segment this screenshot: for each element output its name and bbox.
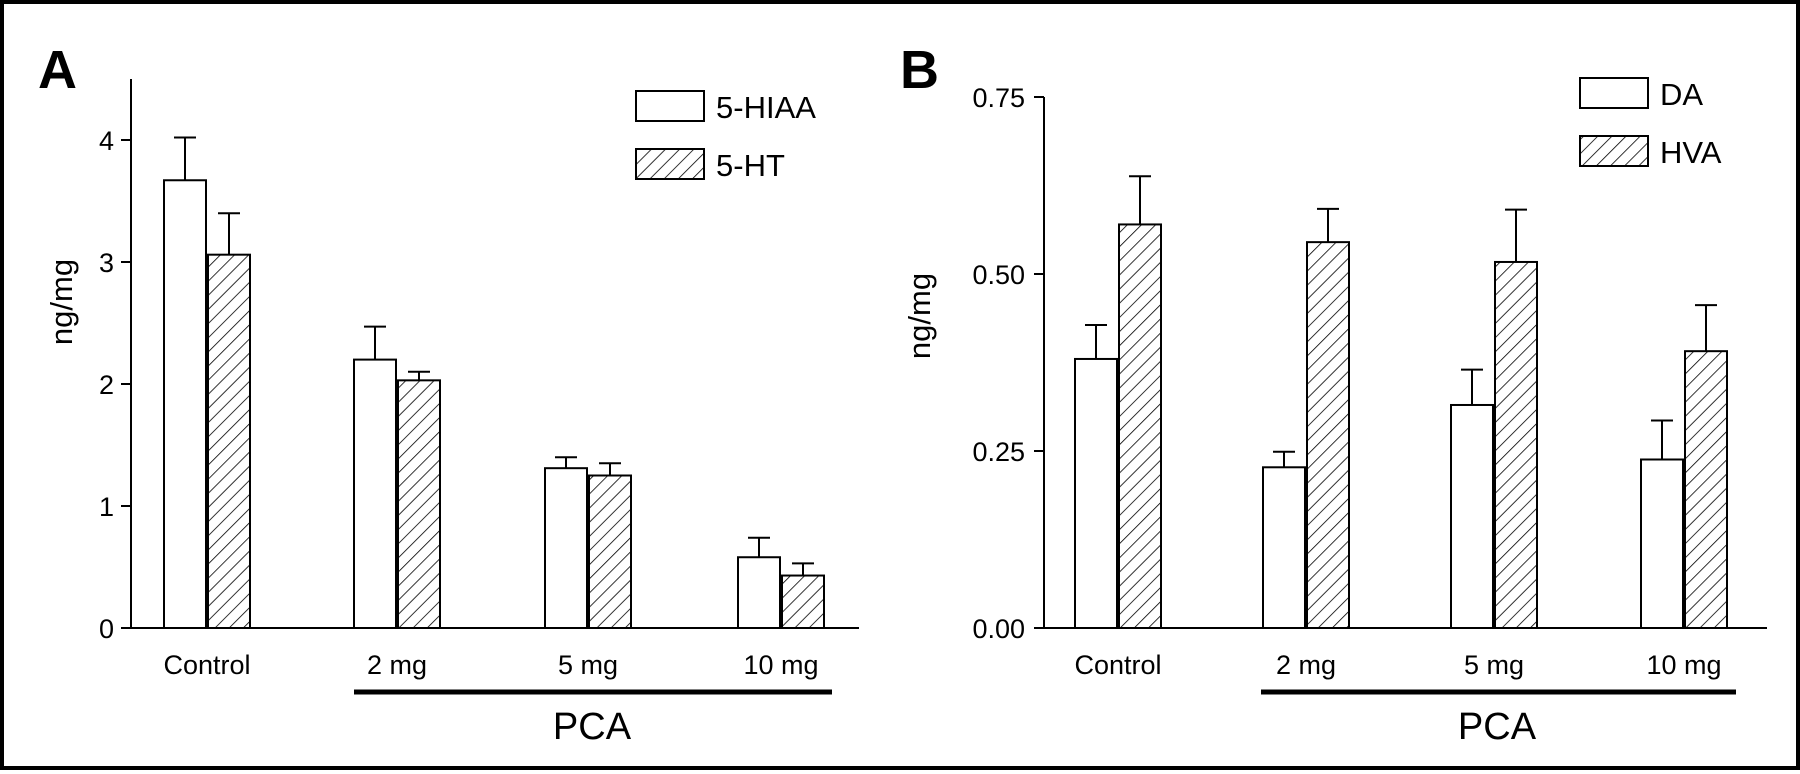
legend-swatch-b	[1579, 135, 1649, 167]
legend-swatch-b	[1579, 77, 1649, 109]
group-label-pca-b: PCA	[1458, 706, 1537, 748]
bar-a	[588, 474, 632, 629]
y-tick-label-b: 0.00	[972, 614, 1025, 644]
bar-a	[737, 556, 781, 629]
x-tick-label-b: 5 mg	[1464, 650, 1524, 680]
legend-label-da: DA	[1660, 77, 1703, 112]
bar-b	[1450, 403, 1494, 630]
legend-swatch-a	[635, 148, 705, 180]
group-label-pca-a: PCA	[553, 706, 632, 748]
x-tick-label-b: Control	[1074, 650, 1161, 680]
x-tick-label-b: 10 mg	[1646, 650, 1721, 680]
bar-b	[1640, 458, 1684, 629]
y-axis-label-a: ng/mg	[44, 259, 79, 345]
panel-label-b: B	[900, 40, 939, 100]
bar-a	[163, 179, 207, 629]
bar-a	[544, 467, 588, 629]
bar-b	[1494, 260, 1538, 629]
y-tick-label-b: 0.50	[972, 260, 1025, 290]
legend-label-5hiaa: 5-HIAA	[716, 90, 816, 125]
bar-b	[1074, 357, 1118, 629]
legend-swatch-a	[635, 90, 705, 122]
bar-b	[1118, 223, 1162, 629]
bar-a	[781, 574, 825, 629]
y-tick-label-a: 2	[99, 370, 114, 400]
x-tick-label-a: 2 mg	[367, 650, 427, 680]
legend-label-5ht: 5-HT	[716, 148, 785, 183]
bar-a	[397, 379, 441, 629]
y-axis-label-b: ng/mg	[902, 273, 937, 359]
y-tick-label-a: 1	[99, 492, 114, 522]
y-tick-label-b: 0.75	[972, 83, 1025, 113]
bar-b	[1684, 350, 1728, 629]
chart-marks: 0 1 2 3 4 Control 2 mg 5 mg 10 mg 0.00 0.25 0.50 0.7…	[99, 77, 1767, 695]
y-tick-label-b: 0.25	[972, 437, 1025, 467]
y-tick-label-a: 3	[99, 248, 114, 278]
panel-label-a: A	[38, 40, 77, 100]
x-tick-label-a: 5 mg	[558, 650, 618, 680]
bar-a	[207, 253, 251, 629]
bar-a	[353, 358, 397, 629]
legend-label-hva: HVA	[1660, 135, 1722, 170]
x-tick-label-a: Control	[163, 650, 250, 680]
x-tick-label-a: 10 mg	[743, 650, 818, 680]
x-tick-label-b: 2 mg	[1276, 650, 1336, 680]
bar-b	[1262, 466, 1306, 629]
y-tick-label-a: 4	[99, 126, 114, 156]
bar-b	[1306, 241, 1350, 629]
y-tick-label-a: 0	[99, 614, 114, 644]
figure-canvas: A ng/mg PCA 5-HIAA 5-HT B ng/mg PCA DA H…	[38, 40, 1767, 748]
